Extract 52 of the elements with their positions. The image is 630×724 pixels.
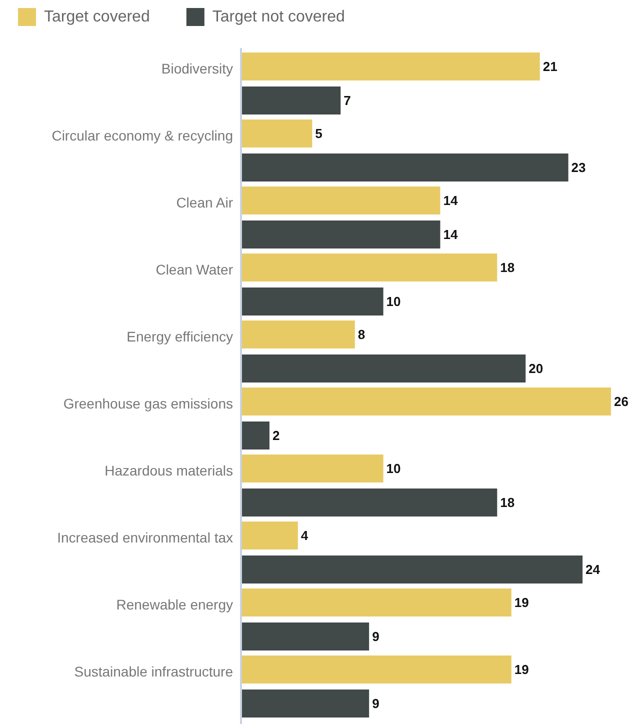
data-label: 19 [514,595,529,610]
bar [241,622,370,650]
bar [241,320,355,348]
bar [241,354,526,382]
data-label: 21 [542,59,558,74]
data-label: 10 [386,461,401,476]
y-tick-label: Biodiversity [161,60,233,76]
legend-label: Target not covered [212,8,345,26]
data-label: 18 [500,260,515,275]
bar [241,186,440,214]
data-label: 4 [300,528,309,543]
bar [241,120,312,148]
y-tick-label: Clean Water [156,262,234,278]
data-label: 9 [372,696,380,711]
bar [241,154,568,182]
y-tick-label: Increased environmental tax [57,530,233,546]
bar [241,254,498,282]
data-label: 14 [443,227,458,242]
bar [241,86,341,114]
bar [241,220,440,248]
y-tick-label: Renewable energy [116,596,233,612]
data-label: 14 [443,193,458,208]
data-label: 23 [571,160,586,175]
data-label: 18 [500,495,515,510]
bar [241,388,611,416]
y-tick-label: Energy efficiency [126,328,233,344]
y-tick-label: Circular economy & recycling [52,128,233,144]
data-label: 2 [272,428,280,443]
bar [241,588,512,616]
y-tick-label: Sustainable infrastructure [74,664,234,680]
data-label: 7 [344,93,351,108]
bar [241,656,512,684]
bar [241,522,298,550]
bar [241,556,583,584]
data-label: 26 [614,394,628,409]
bar [241,488,498,516]
data-label: 5 [315,126,322,141]
bar [241,422,270,450]
data-label: 20 [528,361,544,376]
y-tick-label: Hazardous materials [104,462,233,478]
y-tick-label: Greenhouse gas emissions [63,396,233,412]
bar [241,52,540,80]
data-label: 24 [586,562,601,577]
y-tick-label: Clean Air [176,194,234,210]
bar [241,690,370,718]
data-label: 19 [514,662,529,677]
bar [241,454,384,482]
data-label: 8 [358,327,366,342]
data-label: 9 [372,629,380,644]
data-label: 10 [386,294,401,309]
bar [241,288,384,316]
legend-label: Target covered [44,8,150,26]
